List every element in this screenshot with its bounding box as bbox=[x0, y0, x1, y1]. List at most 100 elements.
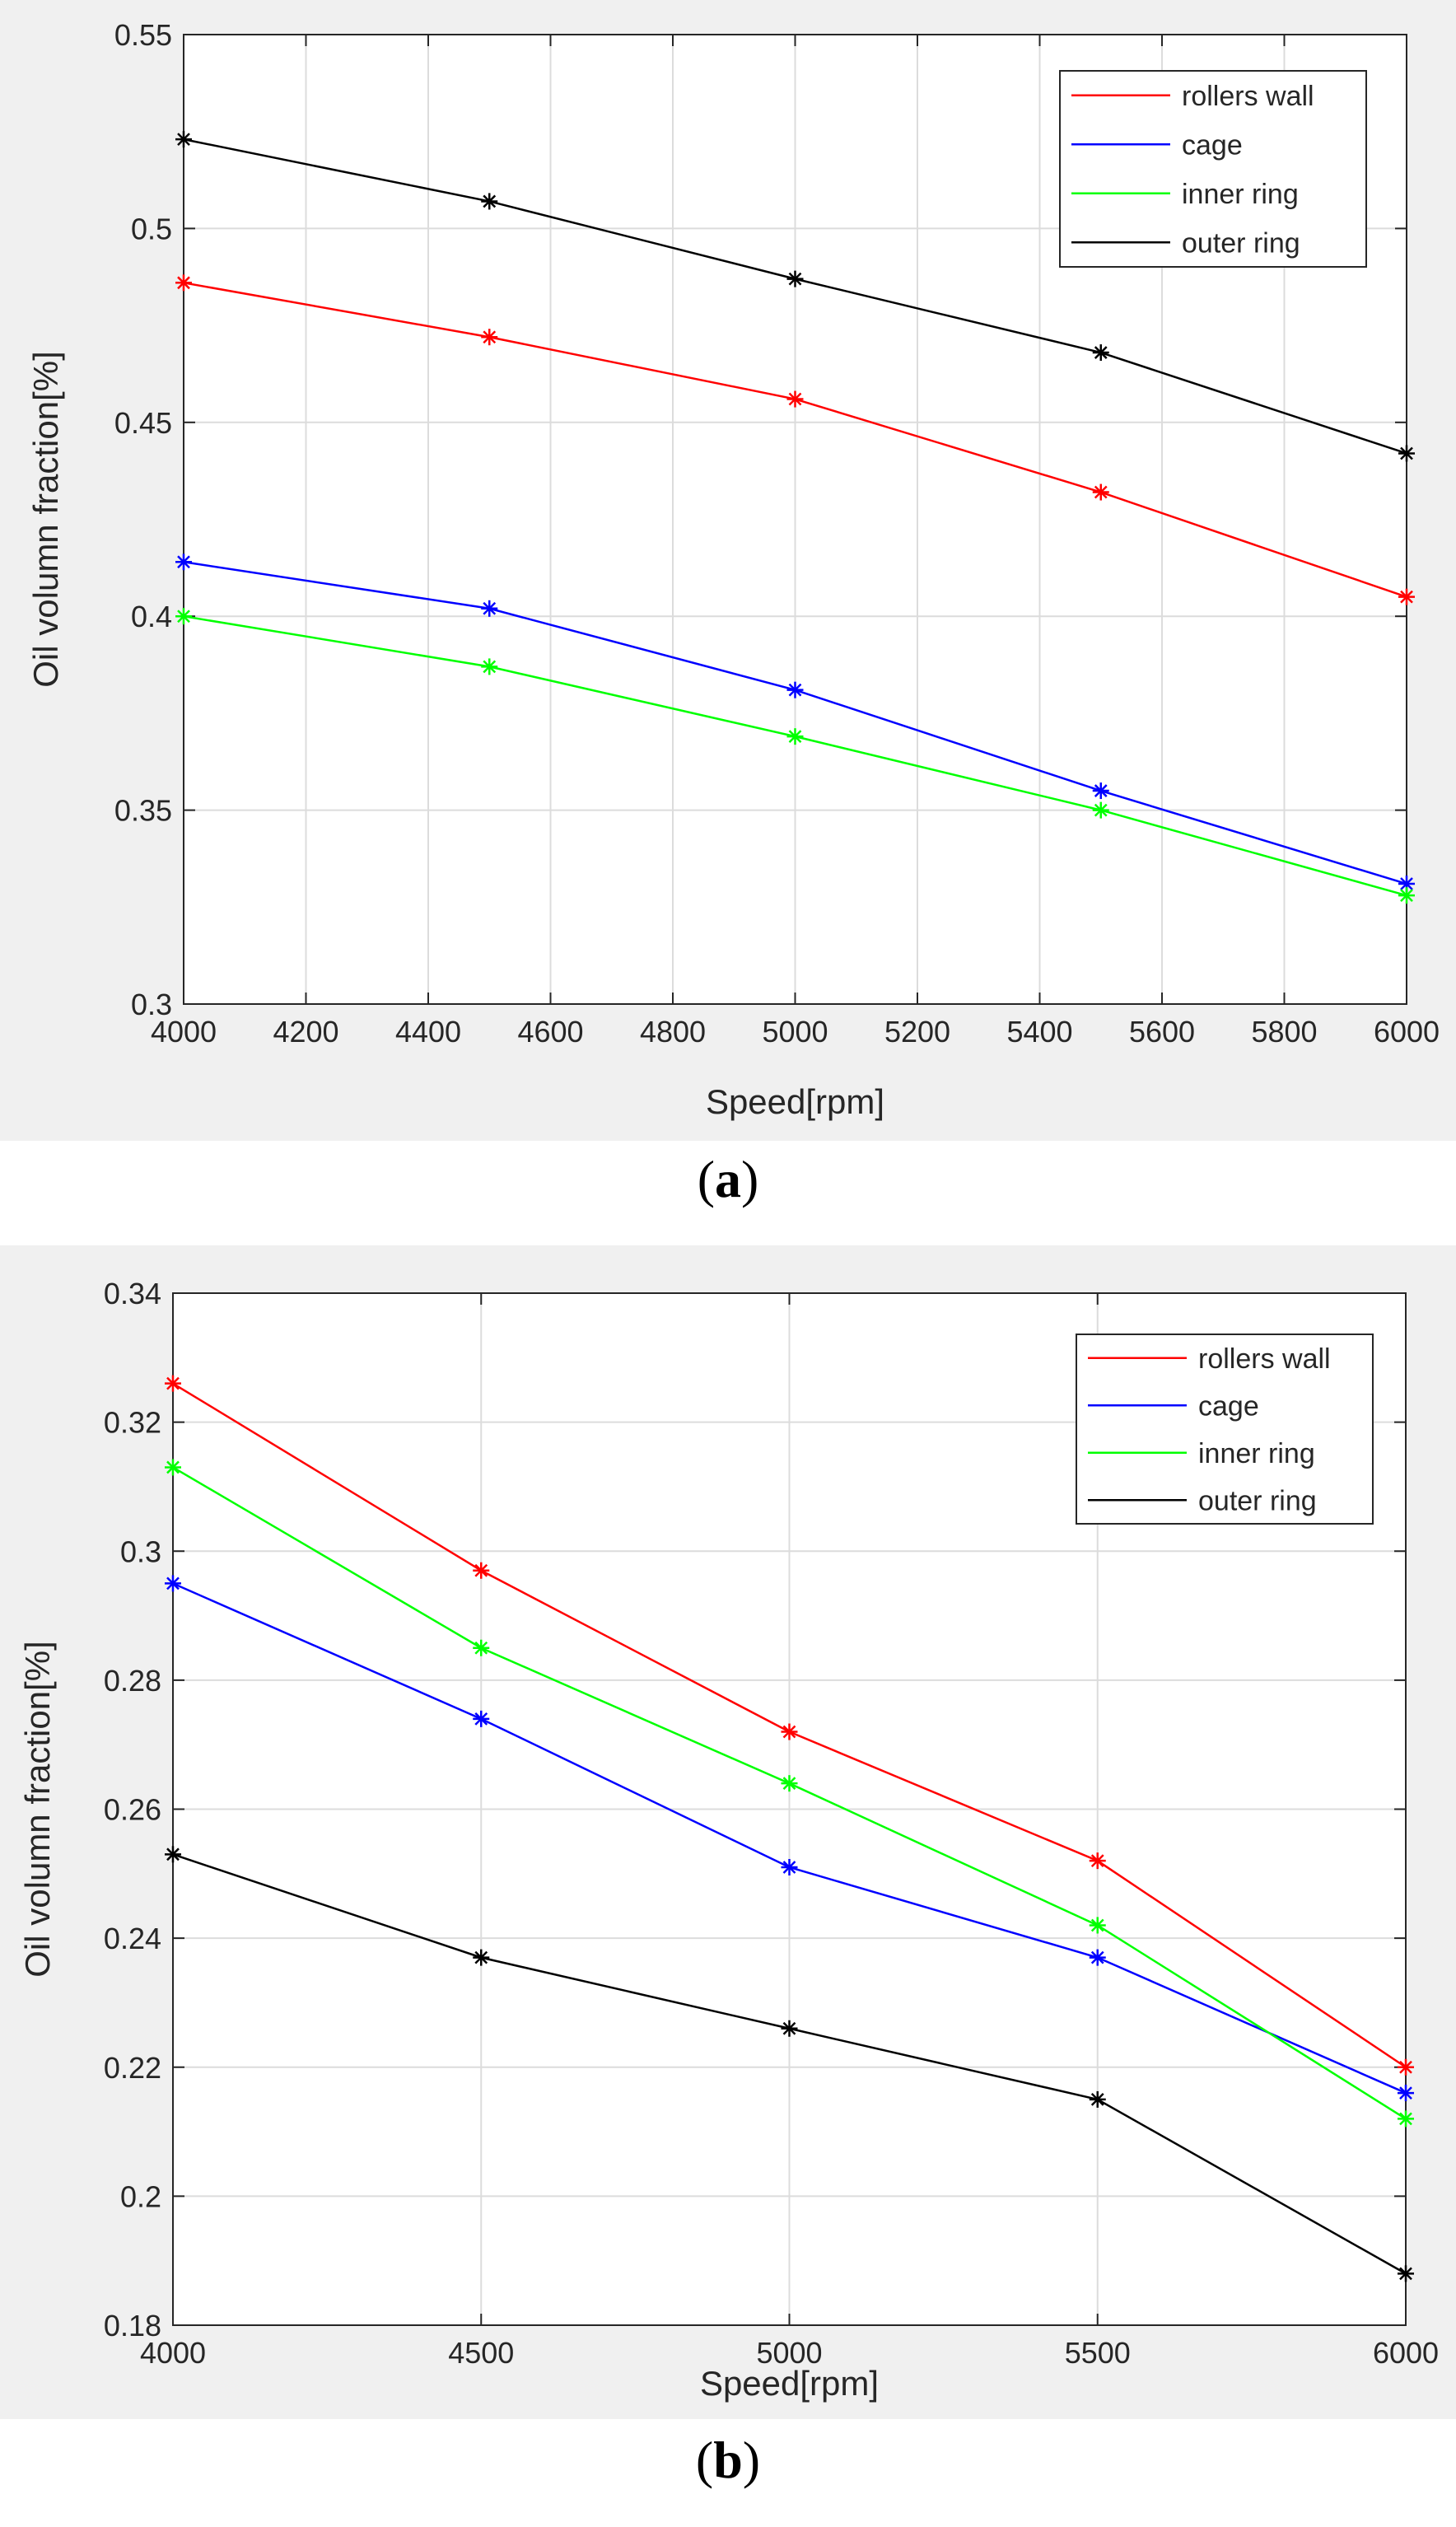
data-point-rollers-wall bbox=[473, 1562, 490, 1579]
x-tick-label: 4600 bbox=[517, 1015, 583, 1049]
series-inner-ring bbox=[175, 608, 1415, 904]
series-rollers-wall bbox=[165, 1375, 1414, 2076]
data-point-cage bbox=[1089, 1949, 1106, 1966]
data-point-rollers-wall bbox=[481, 329, 498, 346]
data-point-cage bbox=[175, 554, 192, 571]
y-tick-label: 0.34 bbox=[104, 1277, 161, 1310]
chart-panel-b: 4000 4500 5000 5500 6000 0.18 0.2 0.22 0.24 0.26 0… bbox=[0, 1245, 1456, 2419]
caption-b-label: b bbox=[713, 2431, 743, 2489]
marker-stroke bbox=[474, 1712, 488, 1726]
data-point-rollers-wall bbox=[165, 1375, 181, 1392]
data-point-inner-ring bbox=[175, 608, 192, 625]
x-tick-label: 5400 bbox=[1006, 1015, 1072, 1049]
x-tick-label: 5600 bbox=[1129, 1015, 1195, 1049]
y-tick-label: 0.26 bbox=[104, 1793, 161, 1827]
marker-stroke bbox=[483, 330, 497, 344]
data-point-inner-ring bbox=[1398, 2110, 1414, 2128]
data-point-cage bbox=[1398, 2085, 1414, 2102]
marker-stroke bbox=[1094, 485, 1108, 499]
data-point-cage bbox=[165, 1575, 181, 1592]
data-point-inner-ring bbox=[1089, 1917, 1106, 1934]
marker-stroke bbox=[474, 1641, 488, 1655]
y-tick-label: 0.5 bbox=[131, 212, 172, 245]
y-tick-label: 0.4 bbox=[131, 600, 172, 633]
data-point-outer-ring bbox=[781, 2020, 798, 2037]
marker-stroke bbox=[483, 601, 497, 615]
x-tick-label: 5500 bbox=[1065, 2336, 1131, 2370]
marker-stroke bbox=[788, 730, 802, 744]
legend-label-cage: cage bbox=[1182, 129, 1243, 161]
data-point-inner-ring bbox=[1398, 887, 1415, 904]
marker-stroke bbox=[788, 272, 802, 286]
y-tick-label: 0.55 bbox=[114, 18, 172, 52]
marker-stroke bbox=[474, 1950, 488, 1964]
x-tick-label: 5800 bbox=[1251, 1015, 1317, 1049]
data-point-outer-ring bbox=[1092, 344, 1109, 362]
marker-stroke bbox=[1090, 1854, 1104, 1868]
legend-b: rollers wall cage inner ring outer ring bbox=[1076, 1334, 1374, 1525]
data-point-rollers-wall bbox=[175, 274, 192, 292]
marker-stroke bbox=[177, 133, 190, 146]
x-tick-label: 5000 bbox=[756, 2336, 822, 2370]
data-point-cage bbox=[481, 600, 498, 617]
x-tick-label: 4200 bbox=[273, 1015, 338, 1049]
series-outer-ring bbox=[175, 131, 1415, 462]
marker-stroke bbox=[782, 1725, 796, 1739]
data-point-rollers-wall bbox=[1398, 588, 1415, 605]
chart-b: 4000 4500 5000 5500 6000 0.18 0.2 0.22 0.24 0.26 0… bbox=[18, 1277, 1439, 2403]
series-cage bbox=[165, 1575, 1414, 2102]
marker-stroke bbox=[1399, 2060, 1412, 2074]
data-point-cage bbox=[1092, 782, 1109, 800]
data-point-outer-ring bbox=[473, 1949, 490, 1966]
grid-b bbox=[173, 1293, 1406, 2325]
x-tick-label: 4500 bbox=[448, 2336, 514, 2370]
marker-stroke bbox=[166, 1847, 180, 1861]
chart-a: 4000 4200 4400 4600 4800 5000 5200 5400 5600 5800… bbox=[26, 18, 1440, 1121]
marker-stroke bbox=[1400, 446, 1413, 460]
data-point-outer-ring bbox=[165, 1846, 181, 1863]
marker-stroke bbox=[782, 1861, 796, 1874]
y-tick-label: 0.3 bbox=[120, 1534, 161, 1568]
data-point-rollers-wall bbox=[1398, 2058, 1414, 2076]
series-outer-ring bbox=[165, 1846, 1414, 2282]
data-point-rollers-wall bbox=[786, 390, 804, 408]
legend-label-inner-ring: inner ring bbox=[1182, 179, 1299, 210]
data-point-rollers-wall bbox=[781, 1723, 798, 1740]
data-point-outer-ring bbox=[481, 193, 498, 210]
chart-panel-a: 4000 4200 4400 4600 4800 5000 5200 5400 5600 5800… bbox=[0, 0, 1456, 1141]
y-tick-label: 0.18 bbox=[104, 2309, 161, 2342]
legend-label-outer-ring: outer ring bbox=[1182, 227, 1300, 259]
marker-stroke bbox=[1090, 2093, 1104, 2106]
x-axis-label: Speed[rpm] bbox=[700, 2364, 879, 2403]
y-tick-label: 0.24 bbox=[104, 1922, 161, 1955]
data-point-cage bbox=[781, 1858, 798, 1875]
marker-stroke bbox=[177, 555, 190, 569]
marker-stroke bbox=[1400, 877, 1413, 890]
marker-stroke bbox=[177, 276, 190, 290]
y-tick-label: 0.22 bbox=[104, 2051, 161, 2085]
x-tick-label: 4000 bbox=[140, 2336, 206, 2370]
series-inner-ring bbox=[165, 1459, 1414, 2128]
data-point-rollers-wall bbox=[1089, 1852, 1106, 1870]
legend-a: rollers wall cage inner ring outer ring bbox=[1059, 70, 1367, 268]
caption-b: (b) bbox=[695, 2431, 761, 2489]
data-point-inner-ring bbox=[473, 1639, 490, 1656]
marker-stroke bbox=[483, 660, 497, 674]
marker-stroke bbox=[1094, 346, 1108, 359]
y-axis-label: Oil volumn fraction[%] bbox=[26, 351, 65, 687]
series-rollers-wall bbox=[175, 274, 1415, 605]
marker-stroke bbox=[1399, 2086, 1412, 2100]
data-point-inner-ring bbox=[165, 1459, 181, 1476]
series-cage bbox=[175, 554, 1415, 893]
x-tick-label: 4400 bbox=[395, 1015, 461, 1049]
marker-stroke bbox=[177, 610, 190, 624]
data-point-rollers-wall bbox=[1092, 483, 1109, 501]
caption-a: (a) bbox=[697, 1150, 759, 1208]
data-point-outer-ring bbox=[1398, 2265, 1414, 2282]
marker-stroke bbox=[166, 1576, 180, 1590]
marker-stroke bbox=[1094, 803, 1108, 817]
marker-stroke bbox=[1090, 1918, 1104, 1932]
data-point-inner-ring bbox=[781, 1775, 798, 1792]
marker-stroke bbox=[474, 1563, 488, 1577]
x-tick-label: 4800 bbox=[640, 1015, 706, 1049]
